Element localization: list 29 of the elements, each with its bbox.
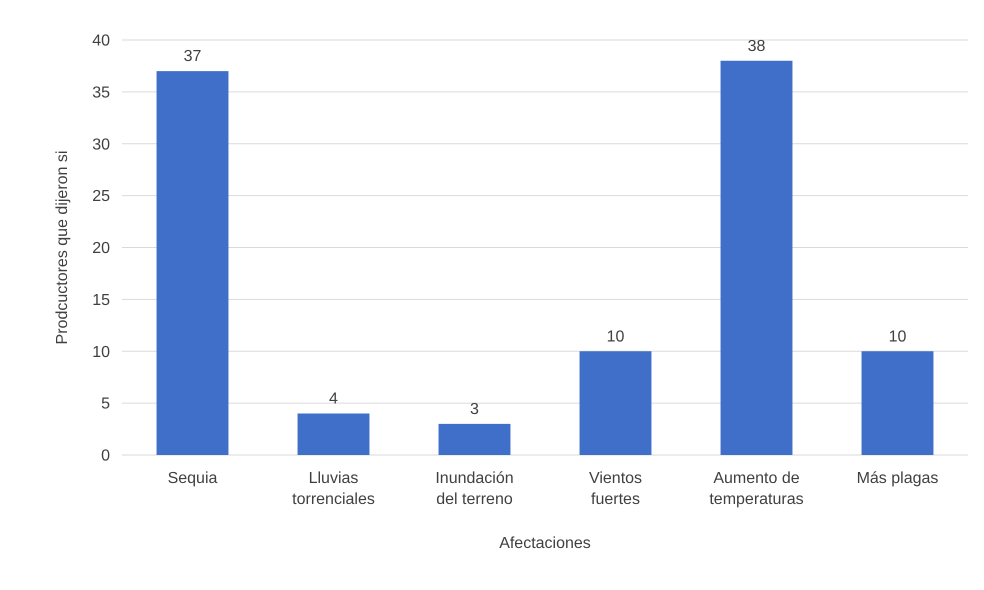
x-tick-label: Más plagas (856, 470, 938, 487)
y-tick-label: 5 (101, 396, 110, 413)
y-tick-label: 35 (92, 84, 110, 102)
x-tick-label: Inundación del terreno (435, 470, 514, 508)
bar (298, 414, 370, 455)
bar (720, 60, 792, 455)
bar (862, 351, 934, 455)
x-tick-label: Sequia (168, 470, 218, 487)
x-tick-label: Aumento de temperaturas (709, 470, 804, 508)
y-tick-label: 25 (92, 188, 110, 206)
y-tick-label: 10 (92, 344, 110, 361)
y-tick-label: 0 (101, 448, 110, 465)
bar (156, 71, 228, 455)
data-label: 10 (888, 328, 906, 346)
bar (438, 424, 510, 455)
y-axis-title: Prodcuctores que dijeron si (54, 150, 71, 344)
data-label: 38 (748, 38, 766, 55)
y-tick-label: 15 (92, 292, 110, 309)
data-label: 3 (470, 400, 480, 418)
y-tick-label: 20 (92, 240, 110, 258)
bar (580, 351, 652, 455)
data-label: 4 (329, 390, 338, 408)
data-label: 10 (606, 328, 624, 346)
x-tick-label: Vientos fuertes (588, 470, 642, 508)
x-axis-title: Afectaciones (499, 535, 591, 552)
y-tick-label: 30 (92, 136, 110, 154)
data-label: 37 (184, 48, 202, 66)
x-tick-label: Lluvias torrenciales (292, 470, 375, 508)
y-tick-label: 40 (92, 32, 110, 50)
